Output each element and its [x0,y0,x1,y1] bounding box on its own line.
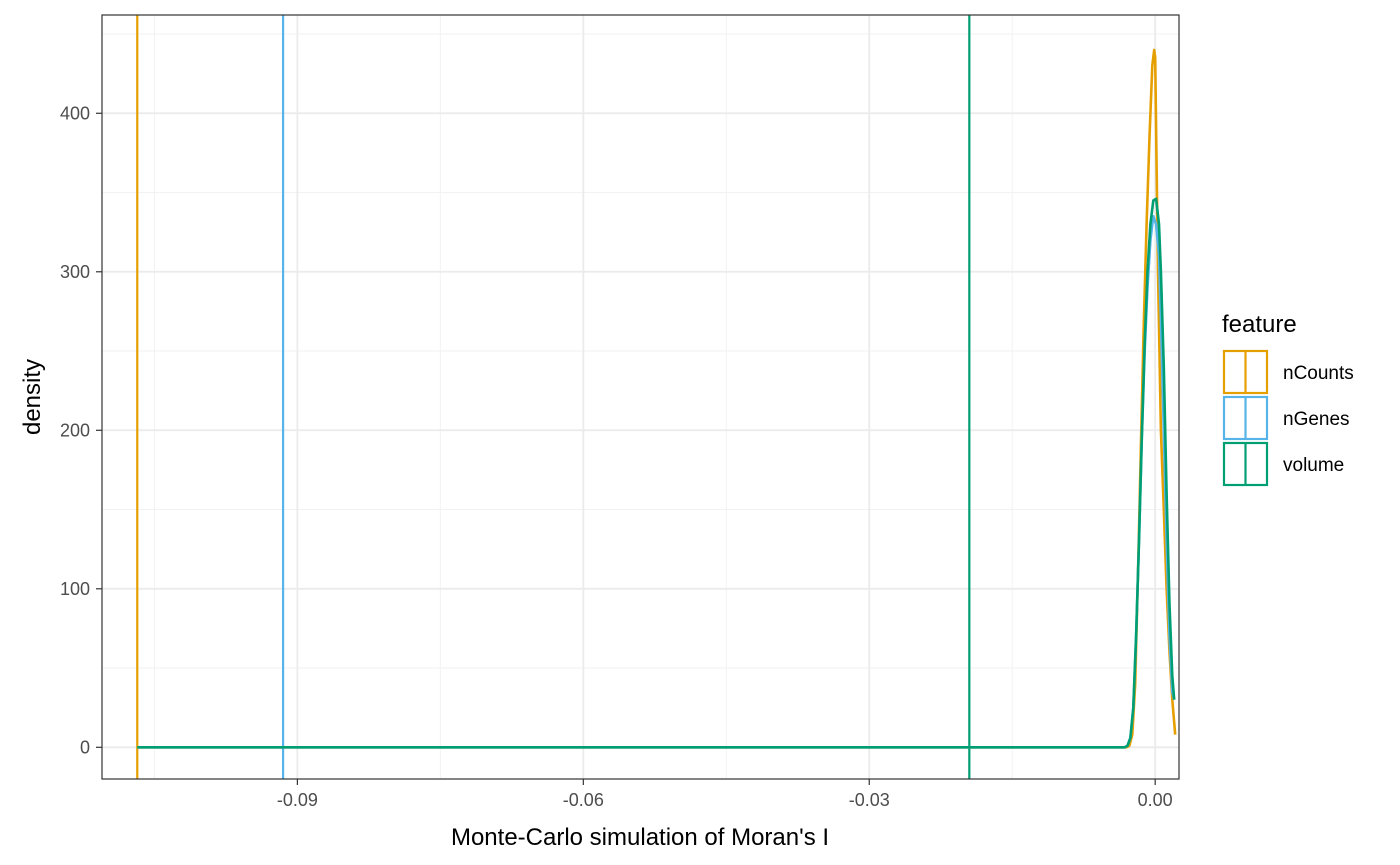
y-axis: 0 100 200 300 400 [60,103,102,757]
x-tick-label: -0.06 [563,790,604,810]
density-curves [137,48,1177,749]
y-tick-label: 300 [60,262,90,282]
minor-gridlines [102,15,1179,779]
legend-label: nGenes [1283,409,1350,430]
observed-value-lines [136,15,971,779]
legend-item-nGenes: nGenes [1222,395,1350,441]
legend-label: nCounts [1283,363,1354,384]
plot-background [102,15,1179,779]
legend-item-volume: volume [1222,441,1344,487]
x-tick-label: 0.00 [1138,790,1173,810]
legend-item-nCounts: nCounts [1222,349,1354,395]
legend: feature nCounts nGenes volume [1222,311,1354,487]
y-tick-label: 400 [60,103,90,123]
y-tick-label: 100 [60,579,90,599]
y-tick-label: 200 [60,420,90,440]
plot-panel-border [101,14,1180,780]
x-axis: -0.09 -0.06 -0.03 0.00 [277,779,1173,810]
legend-label: volume [1283,455,1344,476]
density-line-volume [137,197,1176,749]
x-axis-title: Monte-Carlo simulation of Moran's I [451,824,829,851]
y-tick-label: 0 [80,737,90,757]
x-tick-label: -0.09 [277,790,318,810]
legend-title: feature [1222,311,1297,338]
x-tick-label: -0.03 [849,790,890,810]
y-axis-title: density [19,359,46,435]
